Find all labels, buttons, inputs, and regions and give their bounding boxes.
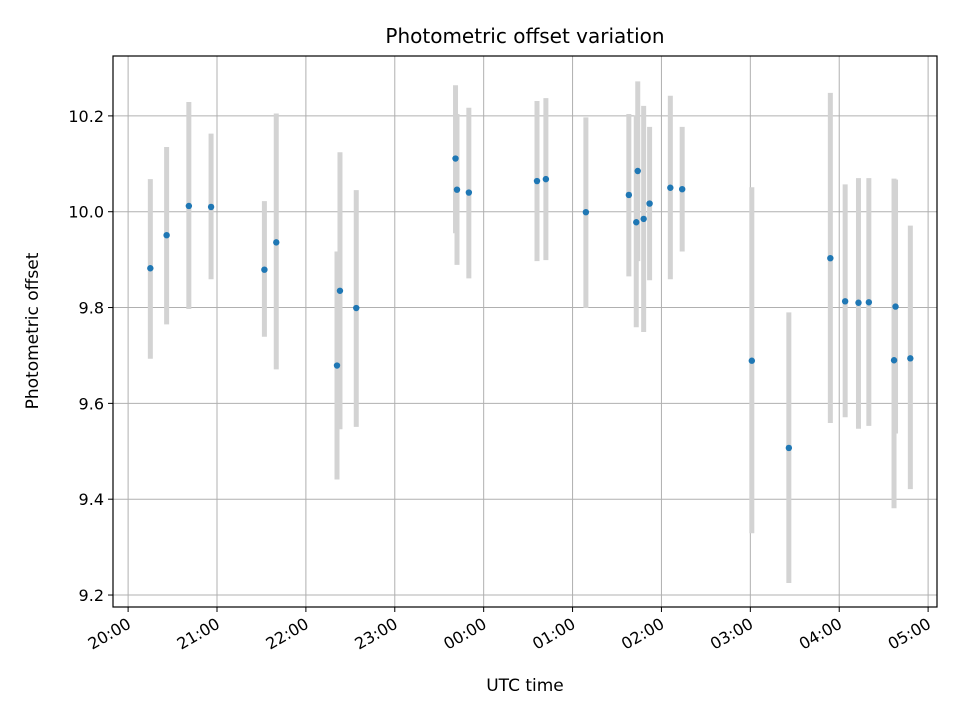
y-tick-label: 9.8: [79, 299, 104, 318]
y-tick-label: 10.0: [68, 203, 104, 222]
y-tick-label: 9.4: [79, 490, 104, 509]
data-point: [333, 362, 341, 369]
data-point: [147, 265, 154, 272]
data-point: [465, 189, 473, 196]
data-point: [336, 287, 344, 294]
data-point: [273, 239, 280, 246]
data-point: [452, 155, 459, 162]
data-point: [163, 231, 170, 239]
data-point: [785, 444, 793, 452]
chart-title: Photometric offset variation: [385, 24, 664, 48]
data-point: [625, 191, 633, 199]
data-point: [533, 177, 541, 185]
data-point: [667, 184, 674, 191]
data-point: [890, 357, 898, 364]
data-point: [633, 219, 640, 226]
data-point: [185, 202, 193, 210]
data-point: [892, 303, 899, 310]
data-points: [147, 155, 914, 452]
data-point: [261, 266, 268, 273]
data-point: [207, 203, 215, 211]
data-point: [453, 186, 461, 193]
y-tick-label: 9.6: [79, 394, 104, 413]
data-point: [646, 200, 653, 207]
data-point: [865, 299, 873, 306]
data-point: [748, 357, 756, 364]
y-axis-label: Photometric offset: [23, 252, 43, 409]
data-point: [678, 185, 686, 193]
data-point: [907, 355, 914, 362]
x-axis-label: UTC time: [486, 676, 564, 696]
axes-frame: [112, 55, 938, 608]
data-point: [640, 215, 647, 223]
data-point: [542, 175, 550, 183]
data-point: [827, 254, 834, 262]
y-tick-label: 9.2: [79, 586, 104, 605]
data-point: [841, 298, 849, 305]
data-point: [353, 304, 360, 312]
data-point: [582, 208, 590, 216]
y-tick-label: 10.2: [68, 107, 104, 126]
data-point: [634, 167, 641, 175]
data-point: [855, 299, 862, 306]
